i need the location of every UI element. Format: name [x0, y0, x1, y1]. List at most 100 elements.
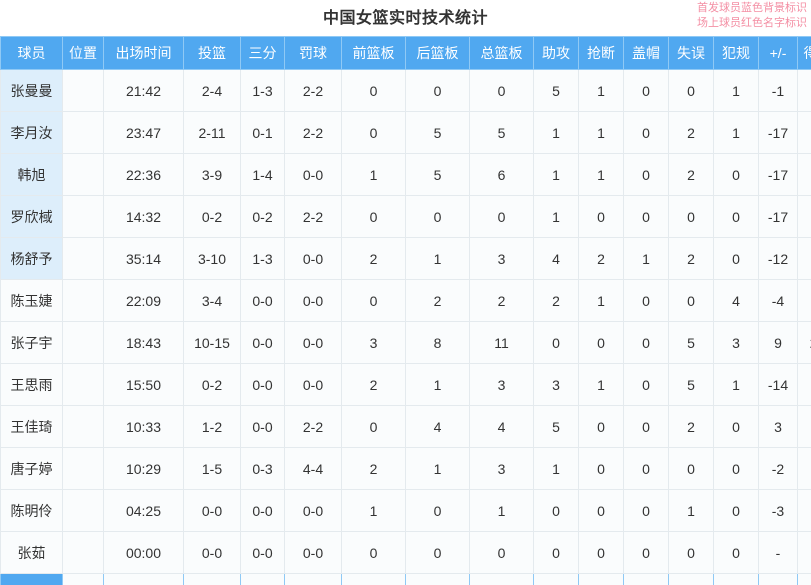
column-header-player[interactable]: 球员 [0, 36, 63, 70]
column-header-pf[interactable]: 犯规 [713, 36, 759, 70]
cell-total-rebounds: 0 [469, 69, 534, 112]
cell-three-point: 0-0 [240, 321, 285, 364]
page-header: 中国女篮实时技术统计 首发球员蓝色背景标识 场上球员红色名字标识 [0, 0, 811, 36]
page-title: 中国女篮实时技术统计 [322, 10, 488, 27]
cell-player-name[interactable]: 张子宇 [0, 321, 63, 364]
column-header-minutes[interactable]: 出场时间 [103, 36, 184, 70]
cell-points: 0 [797, 531, 811, 574]
cell-fouls: 0 [713, 405, 759, 448]
column-header-fg[interactable]: 投篮 [183, 36, 241, 70]
cell-fg: 0-2 [183, 195, 241, 238]
cell-plus-minus: -2 [758, 447, 798, 490]
column-header-treb[interactable]: 总篮板 [469, 36, 534, 70]
cell-player-name[interactable]: 张曼曼 [0, 69, 63, 112]
cell-total-rebounds: 3 [469, 447, 534, 490]
column-header-dreb[interactable]: 后篮板 [405, 36, 470, 70]
cell-blocks: 0 [623, 489, 669, 532]
cell-assists: 1 [533, 153, 579, 196]
cell-points: 2 [797, 195, 811, 238]
column-header-3p[interactable]: 三分 [240, 36, 285, 70]
cell-points: 6 [797, 111, 811, 154]
cell-assists: 4 [533, 237, 579, 280]
cell-plus-minus: -3 [758, 489, 798, 532]
cell-position [62, 321, 104, 364]
cell-def-rebounds: 5 [405, 111, 470, 154]
cell-minutes: 00:00 [103, 531, 184, 574]
cell-def-rebounds: 1 [405, 447, 470, 490]
column-header-position[interactable]: 位置 [62, 36, 104, 70]
cell-points: 20 [797, 321, 811, 364]
cell-steals: 0 [578, 531, 624, 574]
cell-off-rebounds: 0 [341, 279, 406, 322]
box-score-table: 球员 位置 出场时间 投篮 三分 罚球 前篮板 后篮板 总篮板 助攻 抢断 盖帽… [0, 36, 811, 585]
cell-points: 6 [797, 447, 811, 490]
cell-blocks: 0 [623, 405, 669, 448]
cell-player-name[interactable]: 王佳琦 [0, 405, 63, 448]
cell-fg: 2-11 [183, 111, 241, 154]
cell-plus-minus: - [758, 531, 798, 574]
cell-total-assists: 23 [533, 573, 579, 585]
cell-player-name[interactable]: 李月汝 [0, 111, 63, 154]
cell-free-throw: 2-2 [284, 69, 342, 112]
cell-assists: 3 [533, 363, 579, 406]
cell-def-rebounds: 2 [405, 279, 470, 322]
cell-free-throw: 2-2 [284, 195, 342, 238]
column-header-points[interactable]: 得分 [797, 36, 811, 70]
cell-player-name[interactable]: 罗欣棫 [0, 195, 63, 238]
cell-turnovers: 2 [668, 237, 714, 280]
cell-steals: 0 [578, 489, 624, 532]
cell-blocks: 0 [623, 153, 669, 196]
column-header-oreb[interactable]: 前篮板 [341, 36, 406, 70]
cell-steals: 1 [578, 111, 624, 154]
column-header-ft[interactable]: 罚球 [284, 36, 342, 70]
cell-def-rebounds: 0 [405, 69, 470, 112]
cell-assists: 2 [533, 279, 579, 322]
cell-player-name[interactable]: 陈明伶 [0, 489, 63, 532]
cell-player-name[interactable]: 陈玉婕 [0, 279, 63, 322]
cell-total-rebounds: 0 [469, 195, 534, 238]
cell-def-rebounds: 0 [405, 531, 470, 574]
cell-position [62, 111, 104, 154]
cell-minutes: 10:33 [103, 405, 184, 448]
cell-turnovers: 5 [668, 363, 714, 406]
cell-position [62, 153, 104, 196]
cell-player-name[interactable]: 王思雨 [0, 363, 63, 406]
cell-fouls: 3 [713, 321, 759, 364]
cell-assists: 1 [533, 111, 579, 154]
table-header: 球员 位置 出场时间 投篮 三分 罚球 前篮板 后篮板 总篮板 助攻 抢断 盖帽… [0, 36, 811, 70]
cell-assists: 5 [533, 405, 579, 448]
column-header-plusminus[interactable]: +/- [758, 36, 798, 70]
cell-position [62, 447, 104, 490]
cell-steals: 0 [578, 405, 624, 448]
cell-total-rebounds: 0 [469, 531, 534, 574]
column-header-ast[interactable]: 助攻 [533, 36, 579, 70]
column-header-tov[interactable]: 失误 [668, 36, 714, 70]
cell-player-name[interactable]: 杨舒予 [0, 237, 63, 280]
cell-player-name[interactable]: 韩旭 [0, 153, 63, 196]
cell-player-name[interactable]: 唐子婷 [0, 447, 63, 490]
cell-total-blocks: 1 [623, 573, 669, 585]
cell-total-rebounds: 4 [469, 405, 534, 448]
cell-total-plus-minus: - [758, 573, 798, 585]
legend-line-starter: 首发球员蓝色背景标识 [697, 2, 807, 14]
cell-turnovers: 2 [668, 153, 714, 196]
cell-fg: 0-0 [183, 489, 241, 532]
column-header-blk[interactable]: 盖帽 [623, 36, 669, 70]
cell-minutes: 15:50 [103, 363, 184, 406]
cell-turnovers: 0 [668, 195, 714, 238]
column-header-stl[interactable]: 抢断 [578, 36, 624, 70]
cell-blocks: 0 [623, 111, 669, 154]
cell-player-name[interactable]: 张茹 [0, 531, 63, 574]
